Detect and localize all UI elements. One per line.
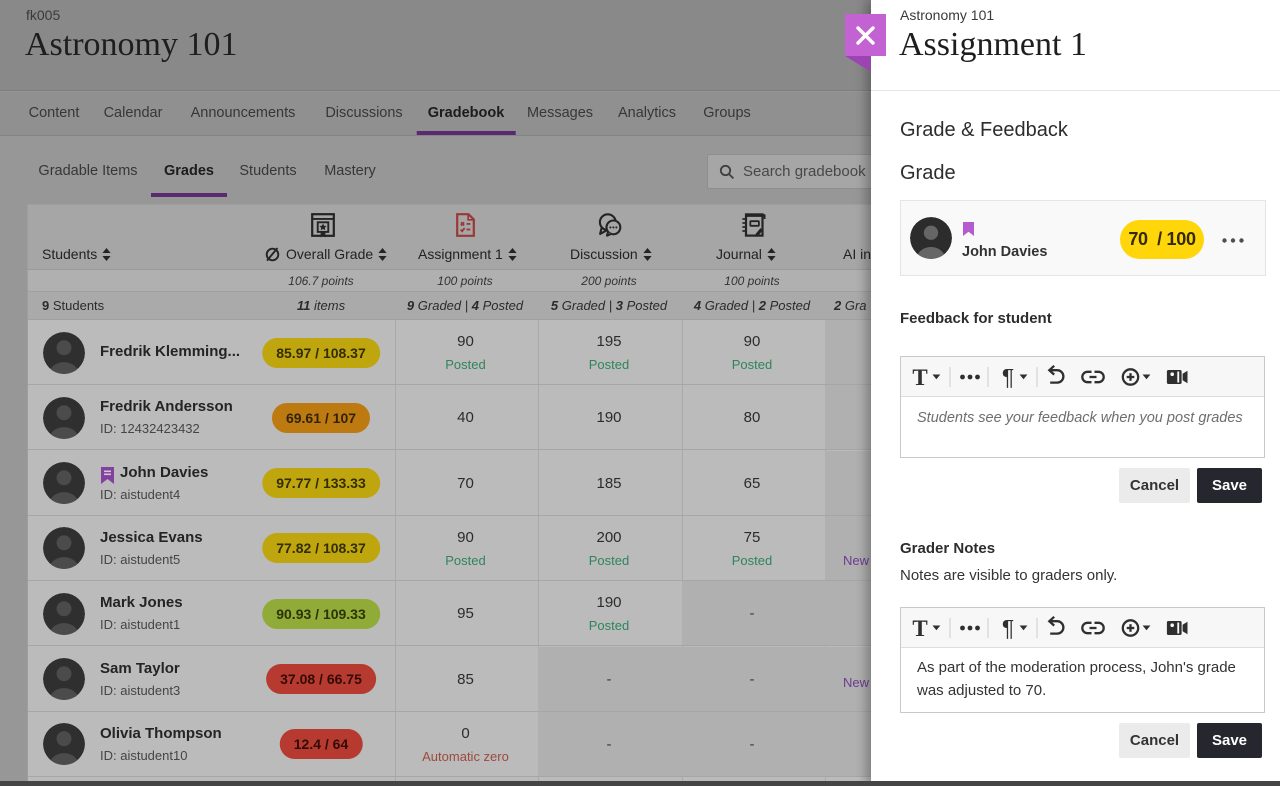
svg-text:T: T [912, 365, 927, 390]
svg-text:¶: ¶ [1002, 615, 1014, 641]
svg-text:¶: ¶ [1002, 364, 1014, 390]
svg-text:T: T [912, 616, 927, 641]
